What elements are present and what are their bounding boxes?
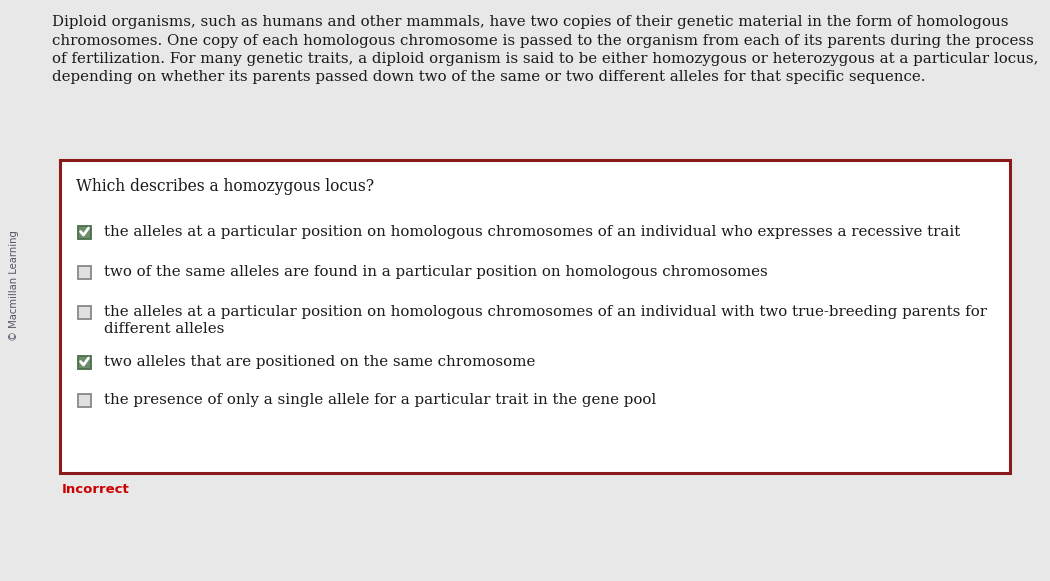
Bar — [78, 306, 91, 318]
Text: © Macmillan Learning: © Macmillan Learning — [9, 231, 19, 342]
Bar — [60, 160, 1010, 473]
Bar — [78, 266, 91, 278]
Text: two of the same alleles are found in a particular position on homologous chromos: two of the same alleles are found in a p… — [104, 265, 768, 279]
Bar — [78, 356, 91, 368]
Bar — [78, 393, 91, 407]
Bar — [78, 225, 91, 238]
Text: of fertilization. For many genetic traits, a diploid organism is said to be eith: of fertilization. For many genetic trait… — [52, 52, 1038, 66]
Text: the alleles at a particular position on homologous chromosomes of an individual : the alleles at a particular position on … — [104, 305, 987, 319]
Text: Incorrect: Incorrect — [62, 483, 130, 496]
Text: Which describes a homozygous locus?: Which describes a homozygous locus? — [76, 178, 374, 195]
Text: different alleles: different alleles — [104, 322, 225, 336]
Text: two alleles that are positioned on the same chromosome: two alleles that are positioned on the s… — [104, 355, 536, 369]
Text: the alleles at a particular position on homologous chromosomes of an individual : the alleles at a particular position on … — [104, 225, 961, 239]
Text: chromosomes. One copy of each homologous chromosome is passed to the organism fr: chromosomes. One copy of each homologous… — [52, 34, 1034, 48]
Text: depending on whether its parents passed down two of the same or two different al: depending on whether its parents passed … — [52, 70, 925, 84]
Text: the presence of only a single allele for a particular trait in the gene pool: the presence of only a single allele for… — [104, 393, 656, 407]
Text: Diploid organisms, such as humans and other mammals, have two copies of their ge: Diploid organisms, such as humans and ot… — [52, 15, 1008, 29]
